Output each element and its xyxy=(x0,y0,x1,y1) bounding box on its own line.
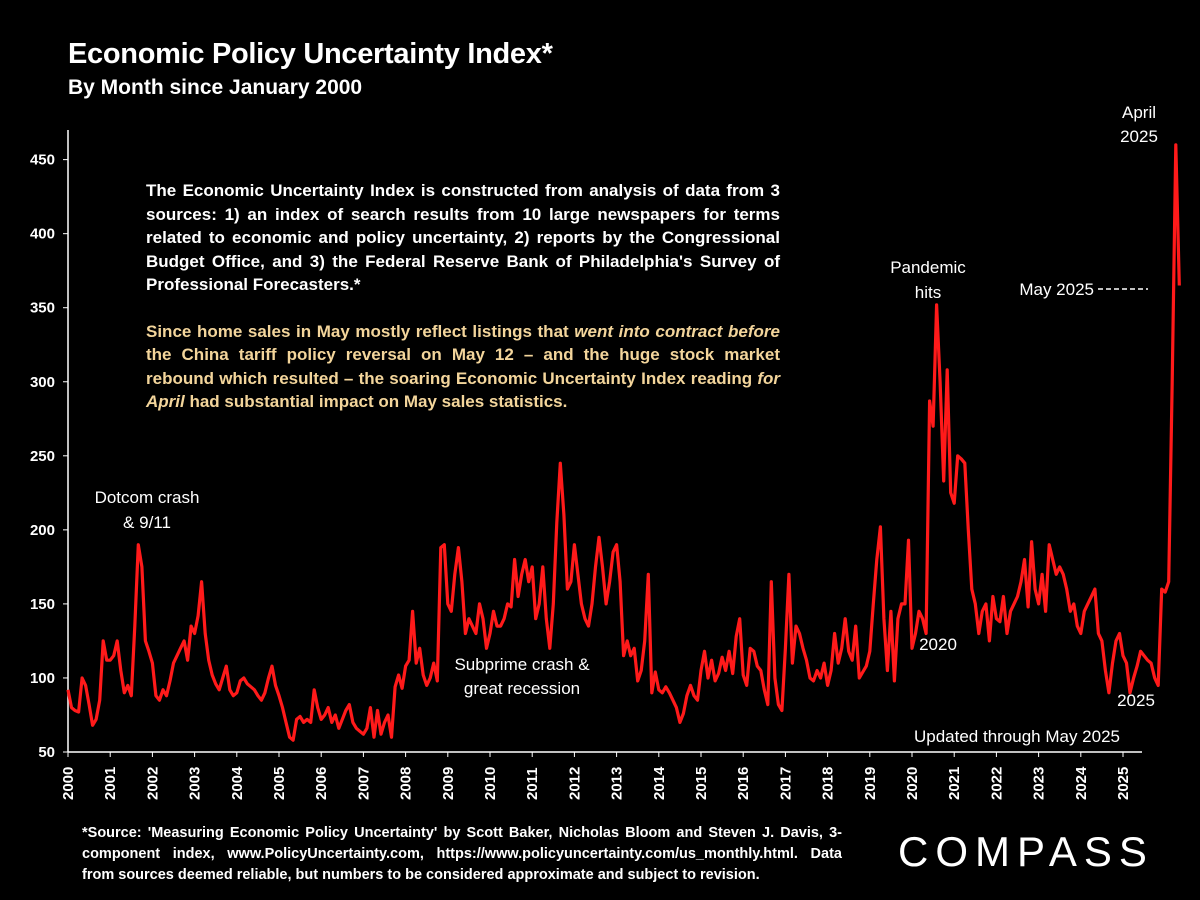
may-2025-label: May 2025 xyxy=(1019,280,1094,299)
x-tick-label: 2025 xyxy=(1115,767,1132,800)
x-tick-label: 2004 xyxy=(229,766,246,800)
y-tick-label: 50 xyxy=(38,744,55,761)
x-tick-label: 2024 xyxy=(1073,766,1090,800)
y-tick-label: 300 xyxy=(30,374,55,391)
y-tick-label: 350 xyxy=(30,300,55,317)
source-footnote: *Source: 'Measuring Economic Policy Unce… xyxy=(82,825,842,883)
pandemic-label-line2: hits xyxy=(915,283,941,302)
y-tick-labels: 50 100 150 200 250 300 350 400 450 xyxy=(30,152,68,761)
chart-subtitle: By Month since January 2000 xyxy=(68,76,363,99)
x-tick-label: 2014 xyxy=(651,766,668,800)
y-tick-label: 250 xyxy=(30,448,55,465)
pandemic-label-line1: Pandemic xyxy=(890,258,966,277)
april-2025-label-line1: April xyxy=(1122,103,1156,122)
x-tick-label: 2020 xyxy=(904,767,921,800)
note-text: had substantial impact on May sales stat… xyxy=(184,392,568,411)
methodology-note: The Economic Uncertainty Index is constr… xyxy=(146,179,780,414)
x-tick-label: 2000 xyxy=(60,767,77,800)
subprime-label-line2: great recession xyxy=(464,679,580,698)
x-tick-label: 2021 xyxy=(946,767,963,800)
methodology-paragraph: The Economic Uncertainty Index is constr… xyxy=(146,181,780,294)
x-tick-label: 2023 xyxy=(1031,767,1048,800)
x-tick-label: 2002 xyxy=(144,767,161,800)
x-tick-label: 2016 xyxy=(735,767,752,800)
x-tick-label: 2019 xyxy=(862,767,879,800)
x-tick-label: 2009 xyxy=(440,767,457,800)
x-tick-label: 2018 xyxy=(820,767,837,800)
x-tick-label: 2017 xyxy=(777,767,794,800)
x-tick-label: 2013 xyxy=(609,767,626,800)
y-tick-label: 100 xyxy=(30,670,55,687)
year-2025-label: 2025 xyxy=(1117,691,1155,710)
compass-logo: COMPASS xyxy=(898,828,1154,875)
may-sales-note: Since home sales in May mostly reflect l… xyxy=(146,320,780,414)
epu-index-line xyxy=(66,143,1181,742)
x-tick-labels: 2000 2001 2002 2003 2004 2005 2006 2007 2008 2009… xyxy=(60,752,1132,800)
chart-title: Economic Policy Uncertainty Index* xyxy=(68,38,553,70)
x-tick-label: 2007 xyxy=(355,767,372,800)
note-emphasis: went into contract before xyxy=(574,321,780,341)
note-emphasis: for April xyxy=(146,368,780,412)
subprime-label-line1: Subprime crash & xyxy=(454,655,590,674)
dotcom-label-line1: Dotcom crash xyxy=(95,488,200,507)
y-tick-label: 200 xyxy=(30,522,55,539)
x-tick-label: 2015 xyxy=(693,767,710,800)
y-tick-label: 450 xyxy=(30,152,55,169)
x-tick-label: 2022 xyxy=(988,767,1005,800)
x-tick-label: 2001 xyxy=(102,767,119,800)
x-tick-label: 2011 xyxy=(524,767,541,800)
note-text: Since home sales in May mostly reflect l… xyxy=(146,321,575,341)
year-2020-label: 2020 xyxy=(919,635,957,654)
note-text: the China tariff policy reversal on May … xyxy=(146,345,780,388)
x-tick-label: 2008 xyxy=(398,767,415,800)
april-2025-label-line2: 2025 xyxy=(1120,127,1158,146)
y-tick-label: 150 xyxy=(30,596,55,613)
x-tick-label: 2006 xyxy=(313,767,330,800)
x-tick-label: 2003 xyxy=(187,767,204,800)
x-tick-label: 2012 xyxy=(566,767,583,800)
dotcom-label-line2: & 9/11 xyxy=(123,513,171,532)
y-tick-label: 400 xyxy=(30,226,55,243)
updated-through-label: Updated through May 2025 xyxy=(914,727,1120,746)
x-tick-label: 2005 xyxy=(271,767,288,800)
x-tick-label: 2010 xyxy=(482,767,499,800)
